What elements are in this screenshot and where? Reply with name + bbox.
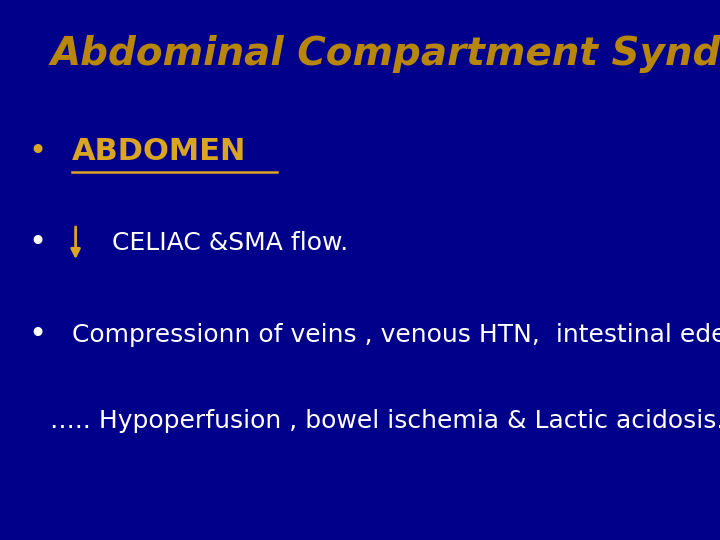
Text: •: • [29,320,47,349]
Text: ABDOMEN: ABDOMEN [72,137,246,166]
Text: CELIAC &SMA flow.: CELIAC &SMA flow. [112,231,348,255]
Text: •: • [29,228,47,258]
Text: •: • [29,137,47,166]
Text: Abdominal Compartment Syndrome: Abdominal Compartment Syndrome [50,35,720,73]
Text: Compressionn of veins , venous HTN,  intestinal edema ,: Compressionn of veins , venous HTN, inte… [72,323,720,347]
Text: ….. Hypoperfusion , bowel ischemia & Lactic acidosis.: ….. Hypoperfusion , bowel ischemia & Lac… [50,409,720,433]
